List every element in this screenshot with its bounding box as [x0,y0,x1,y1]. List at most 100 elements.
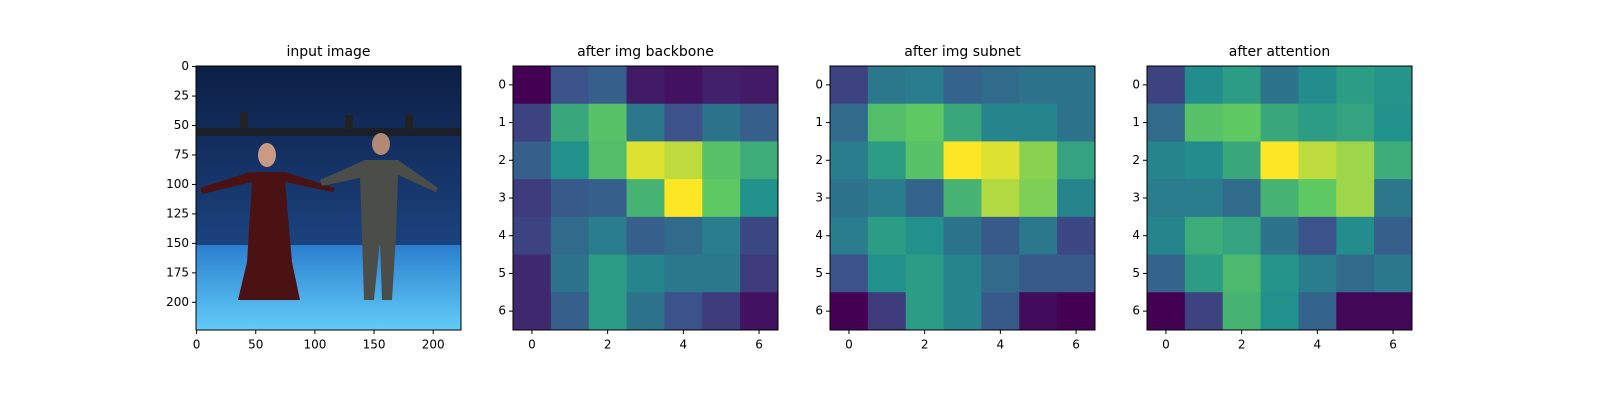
heatmap-cell [1336,103,1375,142]
heatmap-cell [588,254,628,293]
heatmap-cell [867,292,907,331]
heatmap-cell [1336,216,1375,256]
heatmap-cell [867,66,907,105]
y-tick-label: 150 [166,236,189,250]
heatmap-cell [1184,103,1224,142]
heatmap-cell [740,141,779,180]
heatmap-cell [943,216,982,256]
heatmap-cell [513,179,552,218]
heatmap-cell [867,179,907,218]
heatmap-cell [981,141,1020,180]
heatmap-cell [664,103,703,142]
y-tick-label: 2 [498,153,506,167]
heatmap-cell [1019,141,1058,180]
y-tick-label: 0 [815,77,823,91]
heatmap-cell [626,254,665,293]
heatmap-cell [550,216,590,256]
y-tick-label: 175 [166,265,189,279]
y-tick-label: 100 [166,177,189,191]
heatmap-cell [513,254,552,293]
heatmap-cell [981,254,1020,293]
heatmap-cell [1184,254,1224,293]
x-tick-label: 6 [1389,338,1397,352]
x-tick-label: 2 [604,338,612,352]
heatmap-cell [830,254,869,293]
x-tick-label: 0 [1162,338,1170,352]
x-tick-label: 6 [755,338,763,352]
y-tick-label: 4 [498,228,506,242]
y-tick-label: 1 [1132,115,1140,129]
heatmap-cell [550,179,590,218]
x-tick-label: 4 [680,338,688,352]
heatmap-cell [1184,292,1224,331]
heatmap-cell [513,103,552,142]
heatmap-cell [664,141,703,180]
heatmap-cell [1057,254,1096,293]
heatmap-cell [1298,216,1337,256]
heatmap-cell [981,179,1020,218]
heatmap-cell [740,103,779,142]
axes-frame [195,65,462,331]
heatmap-cell [1336,179,1375,218]
y-tick-label: 3 [1132,191,1140,205]
heatmap-cell [1298,66,1337,105]
y-tick-label: 50 [174,118,189,132]
x-tick-label: 4 [997,338,1005,352]
heatmap-cell [981,103,1020,142]
heatmap-cell [1222,103,1262,142]
heatmap-cell [740,179,779,218]
y-tick-label: 5 [498,266,506,280]
heatmap-cell [550,103,590,142]
heatmap-cell [905,179,945,218]
heatmap-cell [1374,254,1413,293]
heatmap-cell [1019,66,1058,105]
heatmap-cell [981,216,1020,256]
heatmap-cell [702,103,741,142]
heatmap-cell [664,292,703,331]
heatmap-cell [981,66,1020,105]
heatmap-cell [626,141,665,180]
heatmap-cell [1147,179,1186,218]
heatmap-cell [513,292,552,331]
heatmap-cell [1184,179,1224,218]
heatmap-cell [905,141,945,180]
heatmap-cell [664,216,703,256]
heatmap-cell [1019,216,1058,256]
heatmap-cell [905,103,945,142]
y-tick-label: 25 [174,89,189,103]
heatmap-cell [1260,292,1299,331]
heatmap-cell [1222,292,1262,331]
panel-title: after attention [1229,44,1330,60]
heatmap-cell [1374,216,1413,256]
heatmap-cell [981,292,1020,331]
heatmap-cell [943,254,982,293]
heatmap-cell [1057,141,1096,180]
heatmap-cell [943,141,982,180]
heatmap-cell [664,254,703,293]
heatmap-cell [1147,66,1186,105]
y-tick-label: 2 [815,153,823,167]
y-tick-label: 3 [815,191,823,205]
heatmap-cell [550,66,590,105]
heatmap-cell [740,66,779,105]
heatmap-cell [1222,66,1262,105]
panel-title: after img subnet [904,44,1021,60]
x-tick-label: 0 [193,338,201,352]
y-tick-label: 6 [498,304,506,318]
heatmap-cell [588,216,628,256]
heatmap-cell [702,292,741,331]
y-tick-label: 200 [166,295,189,309]
heatmap-cell [1336,141,1375,180]
x-tick-label: 0 [528,338,536,352]
heatmap-cell [1057,66,1096,105]
heatmap-cell [905,216,945,256]
heatmap-cell [1374,141,1413,180]
heatmap-cell [1336,66,1375,105]
heatmap-cell [1147,216,1186,256]
heatmap-cell [943,103,982,142]
heatmap-cell [1260,254,1299,293]
heatmap-cell [1298,179,1337,218]
heatmap-cell [1222,254,1262,293]
heatmap-cell [1057,292,1096,331]
